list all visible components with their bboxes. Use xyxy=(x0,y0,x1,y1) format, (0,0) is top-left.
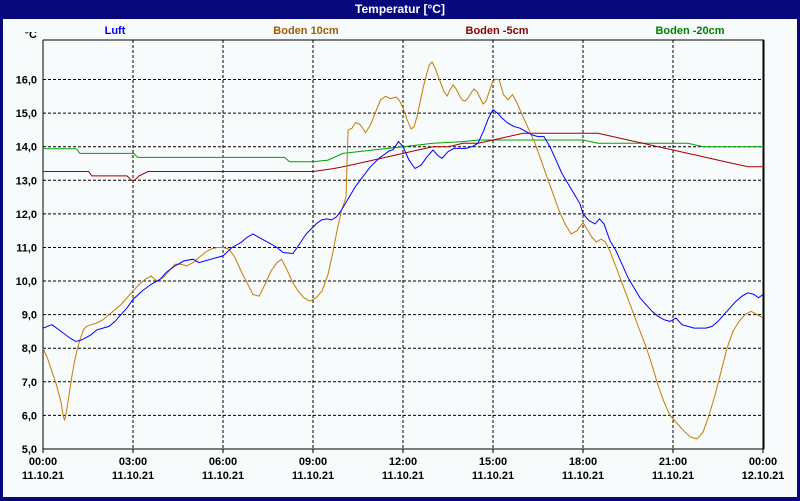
svg-text:11.10.21: 11.10.21 xyxy=(22,470,64,482)
svg-text:10,0: 10,0 xyxy=(16,276,37,288)
svg-text:06:00: 06:00 xyxy=(209,456,237,468)
svg-text:12,0: 12,0 xyxy=(16,209,37,221)
svg-text:11.10.21: 11.10.21 xyxy=(292,470,334,482)
svg-text:00:00: 00:00 xyxy=(29,456,57,468)
svg-text:12:00: 12:00 xyxy=(389,456,417,468)
svg-text:8,0: 8,0 xyxy=(22,343,37,355)
svg-text:5,0: 5,0 xyxy=(22,444,37,456)
svg-text:11.10.21: 11.10.21 xyxy=(202,470,244,482)
svg-text:16,0: 16,0 xyxy=(16,75,37,87)
svg-text:11.10.21: 11.10.21 xyxy=(562,470,604,482)
svg-text:°C: °C xyxy=(25,32,37,41)
svg-text:13,0: 13,0 xyxy=(16,175,37,187)
svg-text:11.10.21: 11.10.21 xyxy=(382,470,424,482)
svg-text:18:00: 18:00 xyxy=(569,456,597,468)
svg-text:9,0: 9,0 xyxy=(22,310,37,322)
svg-text:11.10.21: 11.10.21 xyxy=(472,470,514,482)
svg-text:03:00: 03:00 xyxy=(119,456,147,468)
svg-text:11.10.21: 11.10.21 xyxy=(112,470,154,482)
svg-text:09:00: 09:00 xyxy=(299,456,327,468)
svg-text:12.10.21: 12.10.21 xyxy=(742,470,785,482)
svg-text:00:00: 00:00 xyxy=(749,456,777,468)
svg-text:15:00: 15:00 xyxy=(479,456,507,468)
svg-text:15,0: 15,0 xyxy=(16,108,37,120)
svg-text:21:00: 21:00 xyxy=(659,456,687,468)
svg-text:6,0: 6,0 xyxy=(22,410,37,422)
svg-text:11.10.21: 11.10.21 xyxy=(652,470,694,482)
svg-text:14,0: 14,0 xyxy=(16,142,37,154)
svg-text:7,0: 7,0 xyxy=(22,377,37,389)
svg-text:11,0: 11,0 xyxy=(16,243,37,255)
